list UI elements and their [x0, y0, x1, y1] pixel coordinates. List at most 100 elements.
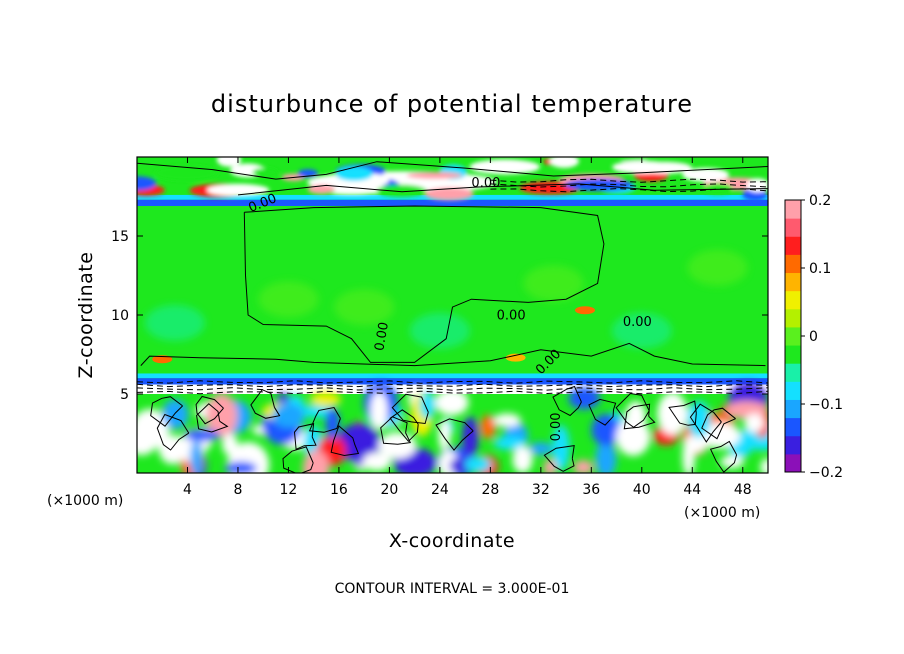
upper-blob — [564, 178, 633, 192]
contour-interval-note: CONTOUR INTERVAL = 3.000E-01 — [335, 581, 570, 597]
upper-blob — [406, 171, 463, 179]
x-tick-label: 8 — [233, 482, 242, 498]
x-tick-label: 40 — [633, 482, 651, 498]
turbulence-blob — [615, 418, 651, 456]
x-tick-label: 24 — [431, 482, 449, 498]
upper-blob — [216, 157, 242, 167]
y-axis-label: Z-coordinate — [75, 252, 97, 379]
contour-line — [282, 446, 314, 473]
turbulence-blob — [190, 440, 203, 473]
turbulence-blob — [512, 446, 533, 473]
upper-turbulence — [137, 157, 768, 201]
contour-line — [196, 403, 229, 433]
mid-variations — [144, 249, 748, 349]
contour-line — [668, 400, 697, 426]
upper-blob — [469, 159, 540, 175]
turbulence-blob — [493, 413, 521, 427]
contour-line — [689, 403, 722, 443]
inversion-cyan — [137, 373, 768, 379]
turbulence-blob — [595, 439, 617, 473]
contour-line — [137, 380, 768, 384]
colorbar-swatch — [785, 308, 801, 328]
turbulence-blob — [760, 458, 768, 473]
colorbar-swatch — [785, 290, 801, 310]
contour-line — [380, 416, 412, 445]
x-unit-right: (×1000 m) — [684, 505, 760, 521]
turbulence-blob — [682, 435, 695, 473]
colorbar-swatch — [785, 363, 801, 382]
contour-line — [243, 205, 605, 363]
turbulence-blob — [480, 415, 497, 440]
contour-line — [701, 407, 736, 440]
turbulence-blob — [309, 391, 342, 407]
turbulence-blob — [434, 389, 469, 416]
turbulence-blob — [700, 422, 741, 449]
upper-blob — [137, 176, 157, 191]
upper-cold-stripe — [137, 199, 768, 206]
colorbar: 0.2 0.1 0 −0.1 −0.2 — [784, 193, 843, 481]
contour-line — [490, 178, 768, 183]
colorbar-swatch — [785, 272, 801, 292]
turbulence-blob — [299, 405, 334, 418]
turbulence-blob — [325, 407, 340, 440]
colorbar-tick-label: −0.2 — [809, 465, 843, 481]
colorbar-tick-label: −0.1 — [809, 397, 843, 413]
warm-patch — [575, 306, 596, 315]
warm-patch — [152, 355, 173, 364]
turbulence-blob — [543, 459, 557, 473]
turbulence-blob — [568, 387, 601, 410]
colorbar-swatch — [785, 399, 801, 419]
contour-line — [391, 393, 429, 425]
contour-line — [389, 409, 419, 443]
mid-blob — [334, 289, 395, 326]
turbulence-blob — [720, 455, 744, 469]
x-tick-label: 20 — [380, 482, 398, 498]
turbulence-blob — [142, 417, 169, 448]
contour-line — [623, 403, 656, 430]
contour-label: 0.00 — [372, 321, 392, 352]
x-tick-label: 32 — [532, 482, 550, 498]
x-tick-label: 44 — [683, 482, 701, 498]
x-tick-label: 4 — [183, 482, 192, 498]
colorbar-tick-label: 0.2 — [809, 193, 831, 209]
x-tick-label: 12 — [280, 482, 298, 498]
colorbar-swatch — [785, 381, 801, 400]
y-tick-label: 5 — [120, 387, 129, 403]
x-tick-label: 36 — [582, 482, 600, 498]
turbulence-blob — [573, 460, 594, 473]
x-tick-label: 48 — [734, 482, 752, 498]
lower-turbulence — [137, 381, 768, 473]
colorbar-swatch — [785, 345, 801, 364]
colorbar-swatch — [785, 417, 801, 437]
contour-label: 0.00 — [549, 412, 564, 441]
warm-patch — [505, 353, 526, 362]
y-tick-label: 15 — [111, 229, 129, 245]
upper-blob — [746, 178, 768, 193]
contour-label: 0.00 — [623, 315, 652, 330]
turbulence-blob — [370, 391, 388, 431]
y-tick-label: 10 — [111, 308, 129, 324]
x-tick-label: 16 — [330, 482, 348, 498]
contour-line — [137, 161, 768, 180]
x-axis: 4 8 12 16 20 24 28 32 36 40 44 48 — [183, 157, 752, 498]
turbulence-blob — [302, 450, 330, 473]
upper-blob — [252, 167, 279, 177]
chart-title: disturbunce of potential temperature — [211, 90, 693, 118]
contour-line — [293, 423, 317, 451]
contour-line — [709, 440, 738, 473]
colorbar-swatch — [785, 236, 801, 255]
turbulence-blob — [657, 392, 688, 436]
turbulence-blob — [206, 393, 237, 439]
contour-line — [137, 390, 768, 395]
x-unit-left: (×1000 m) — [47, 493, 123, 509]
turbulence-blob — [438, 418, 451, 452]
turbulence-blob — [591, 413, 621, 446]
contour-line — [588, 398, 617, 426]
upper-blob — [549, 157, 579, 168]
contour-line — [137, 387, 768, 391]
contour-line — [490, 183, 768, 188]
turbulence-blob — [464, 456, 492, 473]
upper-blob — [612, 160, 674, 174]
turbulence-blob — [362, 452, 392, 471]
